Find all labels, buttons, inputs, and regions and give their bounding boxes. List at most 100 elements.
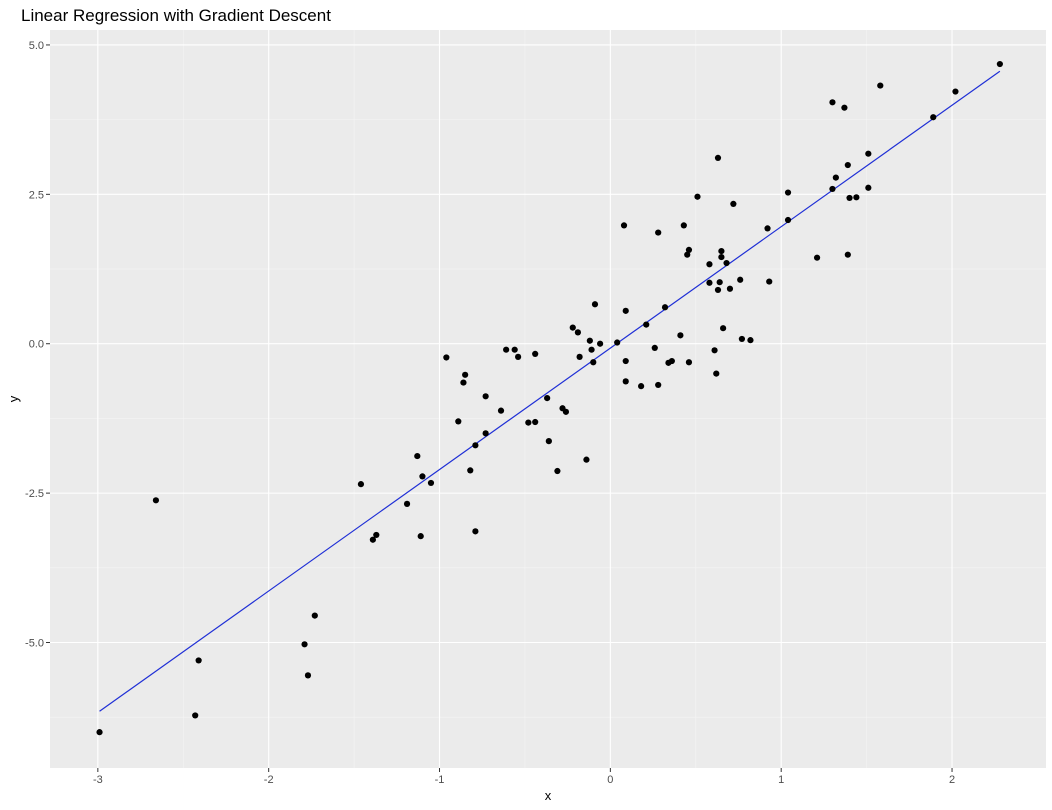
data-point: [651, 344, 658, 352]
data-point: [853, 194, 860, 201]
y-axis-title: y: [6, 395, 21, 402]
data-point: [597, 340, 604, 347]
x-tick-label: 2: [949, 774, 955, 786]
x-axis-ticks: -3 -2 -1 0 1 2: [93, 768, 955, 786]
grid-minor: [50, 30, 1046, 768]
data-point: [877, 82, 884, 89]
data-point: [472, 442, 479, 449]
data-point: [764, 225, 771, 232]
data-point: [706, 279, 713, 286]
data-point: [622, 307, 629, 314]
chart-title: Linear Regression with Gradient Descent: [21, 6, 331, 25]
data-point: [726, 285, 734, 292]
y-tick-label: -5.0: [25, 638, 44, 650]
data-point: [357, 481, 365, 488]
x-tick-label: -2: [264, 774, 274, 786]
data-point: [844, 161, 851, 169]
data-point: [482, 430, 489, 437]
data-point: [680, 222, 687, 229]
data-point: [369, 536, 376, 543]
data-point: [467, 467, 474, 474]
data-point: [417, 533, 424, 540]
data-point: [511, 346, 518, 353]
x-tick-label: 0: [607, 774, 613, 786]
data-point: [714, 154, 722, 161]
data-point: [554, 467, 561, 475]
data-point: [829, 185, 836, 193]
regression-line: [99, 70, 1001, 712]
data-point: [747, 337, 754, 344]
data-point: [718, 253, 725, 261]
data-point: [714, 286, 722, 294]
data-point: [622, 357, 629, 365]
data-point: [304, 672, 312, 679]
data-point: [832, 174, 839, 181]
data-point: [152, 497, 160, 504]
x-tick-label: -3: [93, 774, 103, 786]
data-point: [427, 479, 435, 487]
data-point: [588, 346, 595, 353]
data-point: [497, 407, 505, 414]
data-point: [930, 114, 937, 121]
y-tick-label: -2.5: [25, 488, 44, 500]
data-point: [865, 184, 872, 191]
data-point: [784, 189, 792, 196]
data-point: [591, 301, 599, 308]
data-point: [472, 528, 479, 535]
data-point: [574, 329, 581, 336]
data-point: [685, 246, 693, 254]
data-point: [738, 335, 746, 343]
data-point: [711, 347, 718, 354]
data-point: [614, 339, 621, 346]
data-point: [655, 229, 662, 236]
data-point: [443, 354, 450, 361]
data-point: [829, 99, 836, 106]
data-point: [515, 353, 522, 360]
data-point: [525, 419, 532, 426]
data-point: [784, 216, 792, 224]
x-tick-label: -1: [435, 774, 445, 786]
data-point: [684, 251, 691, 258]
y-axis-ticks: -5.0 -2.5 0.0 2.5 5.0: [25, 40, 50, 650]
data-point: [723, 259, 730, 267]
data-point: [996, 60, 1003, 68]
data-point: [373, 531, 380, 539]
y-tick-label: 5.0: [29, 40, 44, 52]
data-point: [195, 657, 202, 664]
data-point: [544, 395, 551, 402]
data-point: [419, 473, 426, 480]
data-point: [694, 193, 701, 200]
data-point: [846, 194, 853, 202]
data-point: [713, 370, 720, 377]
data-point: [96, 729, 103, 736]
data-point: [661, 304, 669, 311]
data-point: [718, 248, 725, 255]
data-point: [655, 381, 662, 389]
data-point: [813, 254, 821, 261]
data-point: [952, 88, 959, 95]
y-tick-label: 0.0: [29, 339, 44, 351]
data-point: [865, 150, 872, 157]
grid-major: [50, 30, 1046, 768]
data-point: [737, 276, 744, 283]
data-point: [455, 418, 462, 425]
data-point: [730, 200, 737, 207]
regression-layer: [99, 70, 1001, 712]
data-point: [706, 261, 713, 268]
data-point: [841, 104, 848, 111]
x-tick-label: 1: [778, 774, 784, 786]
data-point: [503, 346, 510, 353]
x-axis-title: x: [545, 788, 552, 803]
data-point: [569, 324, 576, 331]
data-point: [720, 325, 727, 332]
data-point: [586, 337, 593, 344]
data-point: [462, 371, 469, 378]
data-point: [403, 500, 411, 507]
data-point: [460, 379, 467, 386]
y-tick-label: 2.5: [29, 189, 44, 201]
data-point: [766, 278, 773, 285]
data-point: [685, 359, 693, 366]
data-point: [677, 332, 684, 339]
data-point: [532, 418, 539, 426]
